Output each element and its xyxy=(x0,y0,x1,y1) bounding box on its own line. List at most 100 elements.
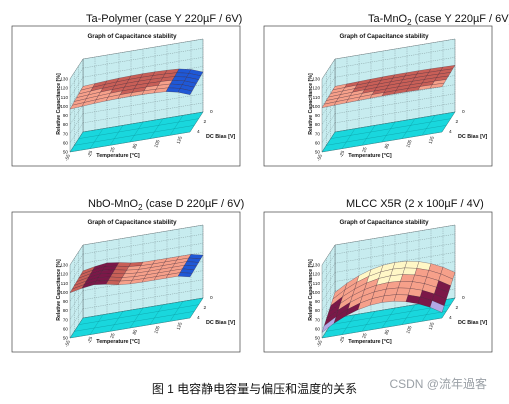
grid-line xyxy=(82,102,204,124)
floor-grid-line xyxy=(69,317,84,339)
x-tick-label: 125 xyxy=(176,135,183,144)
y-tick-label: 0 xyxy=(210,295,213,301)
x-tick-label: -55 xyxy=(316,339,323,347)
z-tick-label: 100 xyxy=(312,104,320,109)
floor-grid-line xyxy=(69,317,191,339)
surface-patch xyxy=(393,294,409,302)
grid-line xyxy=(334,47,456,69)
z-tick-label: 50 xyxy=(315,336,321,341)
grid-line xyxy=(321,86,336,107)
z-tick-label: 70 xyxy=(63,131,69,136)
surface-patch xyxy=(429,300,445,313)
panel-title-mlcc: MLCC X5R (2 x 100µF / 4V) xyxy=(346,198,484,210)
grid-line xyxy=(334,102,456,124)
z-tick-label: 120 xyxy=(60,272,68,277)
floor-grid-line xyxy=(381,121,396,143)
grid-line xyxy=(69,86,84,107)
z-tick-label: 110 xyxy=(61,95,69,100)
z-axis-label: Relative Capacitance [%] xyxy=(308,73,314,135)
z-tick-label: 120 xyxy=(312,86,320,91)
grid-line xyxy=(69,58,84,80)
grid-line xyxy=(82,288,204,310)
grid-line xyxy=(69,244,84,266)
grid-line xyxy=(321,104,336,125)
x-axis-label: Temperature [°C] xyxy=(348,153,392,159)
surface-patch xyxy=(402,267,417,276)
chart-title: Graph of Capacitance stability xyxy=(339,219,429,226)
title-text: MLCC X5R (2 x 100µF / 4V) xyxy=(346,198,484,210)
floor-grid-line xyxy=(321,131,336,153)
y-axis-label: DC Bias [V] xyxy=(206,134,236,140)
figure-caption: 图 1 电容静电容量与偏压和温度的关系 xyxy=(151,382,358,396)
floor-grid-line xyxy=(89,128,104,149)
grid-line xyxy=(69,122,84,143)
grid-line xyxy=(69,290,84,311)
x-tick-label: 85 xyxy=(384,142,391,149)
floor-grid-line xyxy=(129,121,144,143)
title-text: NbO-MnO xyxy=(88,198,139,210)
floor-grid-line xyxy=(361,311,376,332)
floor-grid-line xyxy=(109,311,124,332)
x-axis-label: Temperature [°C] xyxy=(348,339,392,345)
z-tick-label: 60 xyxy=(63,140,69,145)
floor-grid-line xyxy=(149,304,164,325)
grid-line xyxy=(321,244,336,266)
grid-line xyxy=(321,281,336,302)
y-tick-label: 0 xyxy=(462,109,465,115)
x-tick-label: -55 xyxy=(64,339,71,347)
panel-title-ta-mno2: Ta-MnO2 (case Y 220µF / 6V) xyxy=(368,13,509,29)
panel-frame xyxy=(263,211,493,353)
grid-line xyxy=(334,57,456,78)
grid-line xyxy=(334,252,456,273)
y-axis-label: DC Bias [V] xyxy=(458,320,488,326)
z-axis-label: Relative Capacitance [%] xyxy=(56,73,62,135)
z-tick-label: 50 xyxy=(63,150,69,155)
floor-grid-line xyxy=(401,118,416,139)
z-tick-label: 100 xyxy=(312,290,320,295)
floor-grid-line xyxy=(169,115,184,136)
floor-grid-line xyxy=(321,131,443,153)
z-tick-label: 100 xyxy=(60,290,68,295)
floor-grid-line xyxy=(334,111,456,133)
x-tick-label: 85 xyxy=(384,328,391,335)
y-tick-label: 4 xyxy=(449,129,452,135)
title-subscript: 2 xyxy=(138,203,143,213)
x-tick-label: 125 xyxy=(176,321,183,330)
grid-line xyxy=(321,77,336,98)
grid-line xyxy=(69,281,84,302)
floor-grid-line xyxy=(441,297,456,319)
x-tick-label: 25 xyxy=(361,146,368,153)
floor-grid-line xyxy=(341,128,356,149)
x-tick-label: 25 xyxy=(361,332,368,339)
floor-grid-line xyxy=(401,304,416,325)
z-tick-label: 110 xyxy=(313,95,321,100)
floor-grid-line xyxy=(78,304,199,325)
x-tick-label: 25 xyxy=(109,146,116,153)
y-axis-label: DC Bias [V] xyxy=(206,320,236,326)
z-tick-label: 90 xyxy=(315,113,321,118)
z-tick-label: 120 xyxy=(312,272,320,277)
z-tick-label: 80 xyxy=(315,122,321,127)
floor-grid-line xyxy=(421,115,436,136)
grid-line xyxy=(321,58,336,80)
chart-title: Graph of Capacitance stability xyxy=(87,33,177,40)
z-tick-label: 90 xyxy=(315,299,321,304)
chart-group: Graph of Capacitance stability 50 60 70 80 90… xyxy=(263,211,493,353)
watermark-text: CSDN @流年過客 xyxy=(389,377,487,391)
z-tick-label: 130 xyxy=(60,263,68,268)
x-tick-label: -55 xyxy=(316,153,323,161)
grid-line xyxy=(334,224,456,246)
z-tick-label: 130 xyxy=(60,77,68,82)
y-tick-label: 2 xyxy=(456,119,459,125)
y-tick-label: 4 xyxy=(197,129,200,135)
y-tick-label: 2 xyxy=(204,305,207,311)
floor-grid-line xyxy=(330,118,451,139)
grid-line xyxy=(69,299,84,320)
surface-patch xyxy=(177,272,193,278)
grid-line xyxy=(321,299,336,320)
grid-line xyxy=(69,104,84,125)
floor-grid-line xyxy=(381,307,396,329)
